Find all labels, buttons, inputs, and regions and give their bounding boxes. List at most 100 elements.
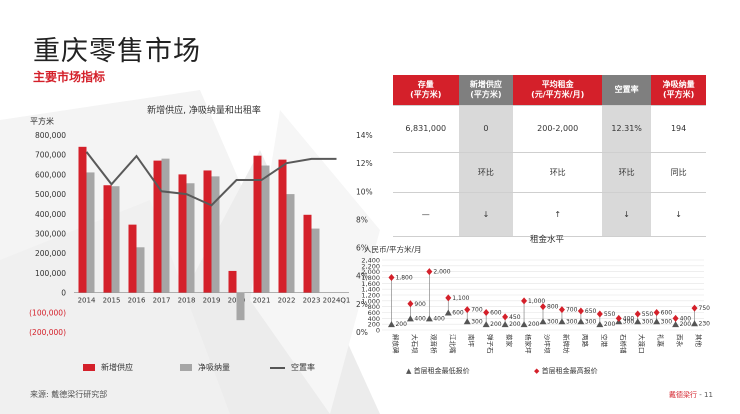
chart1-x-tick: 2016 [128, 297, 146, 305]
chart1-y2-tick: 10% [356, 187, 373, 196]
rent-high-label: 550 [604, 311, 616, 318]
new-supply-bar [303, 214, 312, 293]
chart1-y-tick: 300,000 [35, 230, 66, 239]
kpi-header-avg-rent: 平均租金 (元/平方米/月) [513, 75, 603, 105]
rent-high-label: 2,000 [433, 269, 450, 276]
rent-low-label: 300 [661, 318, 673, 325]
rent-low-marker [539, 318, 547, 325]
chart1-y2-tick: 2% [356, 300, 368, 309]
chart1-x-tick: 2017 [153, 297, 171, 305]
rent-high-marker [558, 306, 565, 314]
chart2-y-tick: 2,400 [361, 257, 380, 265]
rent-high-marker [653, 309, 660, 316]
chart1-y-tick: 400,000 [35, 210, 66, 219]
chart1-y2-tick: 8% [356, 215, 368, 224]
chart2-y-tick: 1,000 [361, 297, 380, 305]
chart1-x-tick: 2019 [203, 297, 221, 305]
rent-low-label: 300 [623, 318, 635, 325]
rent-low-marker [672, 321, 680, 328]
rent-low-marker [596, 321, 604, 328]
new-supply-bar [228, 270, 237, 293]
chart2-y-tick: 200 [368, 321, 380, 329]
legend-rent-low-label: 首层租金最低报价 [413, 367, 470, 375]
kpi-label-avg-rent: 环比 [549, 167, 566, 177]
kpi-label-new-supply: 环比 [458, 152, 514, 192]
chart1-y-tick: 700,000 [35, 151, 66, 160]
rent-low-marker [501, 321, 509, 328]
chart2-y-tick: 2,000 [361, 268, 380, 276]
rent-high-label: 400 [680, 315, 692, 322]
chart2-x-tick: 两路 [581, 334, 590, 348]
rent-high-label: 750 [699, 305, 711, 312]
rent-low-label: 600 [452, 310, 464, 317]
kpi-value-vacancy: 12.31% [602, 105, 652, 152]
rent-high-marker [596, 310, 603, 318]
net-absorption-bar [261, 165, 270, 293]
rent-high-label: 400 [623, 315, 635, 322]
kpi-trend-avg-rent: ↑ [554, 209, 562, 219]
rent-low-label: 200 [528, 321, 540, 328]
chart2-y-tick: 400 [368, 315, 380, 323]
legend-new-supply-label: 新增供应 [101, 363, 133, 372]
rent-high-marker [521, 297, 528, 305]
chart2-x-tick: 空港 [600, 334, 609, 348]
rent-low-marker [634, 318, 642, 325]
rent-low-label: 200 [509, 321, 521, 328]
net-absorption-bar [161, 158, 170, 293]
rent-low-marker [520, 321, 528, 328]
rent-high-label: 450 [509, 314, 521, 321]
market-kpi-table: 存量 (平方米) 新增供应 (平方米) 平均租金 (元/平方米/月) 空置率 净吸纳量… [393, 75, 706, 237]
kpi-header-net-absorption: 净吸纳量 (平方米) [651, 75, 706, 105]
chart2-x-tick: 石桥铺 [619, 334, 628, 354]
legend-rent-low: ▲ 首层租金最低报价 [406, 366, 470, 376]
chart2-x-tick: 沙坪坝 [543, 334, 552, 354]
chart1-y-axis-label: 平方米 [30, 116, 54, 126]
rent-high-label: 800 [547, 304, 559, 311]
legend-vacancy-line [270, 366, 285, 369]
chart2-x-tick: 杨家坪 [524, 334, 533, 354]
chart2-y-tick: 800 [368, 303, 380, 311]
chart2-x-tick: 观音桥 [429, 334, 438, 354]
kpi-value-stock: 6,831,000 [405, 124, 447, 133]
rent-low-label: 200 [490, 321, 502, 328]
source-note: 来源: 戴德梁行研究部 [30, 390, 108, 399]
chart2-x-tick: 其他 [695, 334, 704, 348]
rent-low-label: 200 [680, 321, 692, 328]
rent-high-label: 650 [585, 308, 597, 315]
rent-high-marker [388, 274, 395, 281]
rent-low-marker [444, 309, 452, 316]
chart2-x-tick: 江北嘴 [448, 334, 457, 354]
chart2-y-tick: 2,200 [361, 262, 380, 270]
rent-low-marker [425, 315, 433, 322]
net-absorption-bar [111, 186, 120, 293]
rent-low-label: 300 [566, 318, 578, 325]
chart2-x-tick: 礼嘉 [657, 334, 666, 348]
page-title: 重庆零售市场 [33, 36, 201, 67]
rent-level-chart: 租金水平人民币/平方米/月02004006008001,0001,2001,40… [361, 234, 711, 354]
chart2-x-tick: 弹子石 [486, 334, 495, 354]
rent-low-label: 200 [395, 321, 407, 328]
rent-high-marker [483, 309, 490, 316]
chart2-x-tick: 大渡口 [638, 334, 647, 354]
legend-rent-high: ◆ 首层租金最高报价 [534, 366, 598, 376]
legend-net-absorption-label: 净吸纳量 [198, 363, 230, 372]
chart1-x-tick: 2015 [103, 297, 121, 305]
chart2-y-tick: 1,600 [361, 280, 380, 288]
new-supply-bar [78, 146, 87, 293]
rent-low-label: 400 [414, 315, 426, 322]
rent-low-marker [653, 318, 661, 325]
kpi-value-avg-rent: 200-2,000 [537, 124, 579, 133]
net-absorption-bar [136, 247, 145, 293]
rent-high-marker [540, 303, 546, 311]
net-absorption-bar [236, 292, 245, 321]
rent-high-label: 900 [414, 301, 426, 308]
new-supply-bar [253, 155, 262, 293]
legend-new-supply-swatch [83, 364, 95, 371]
kpi-header-new-supply: 新增供应 (平方米) [458, 75, 514, 105]
rent-high-label: 1,000 [528, 298, 545, 305]
chart1-y-tick: 600,000 [35, 170, 66, 179]
kpi-value-new-supply: 0 [458, 105, 514, 152]
legend-rent-high-label: 首层租金最高报价 [541, 367, 598, 375]
chart2-y-tick: 600 [368, 309, 380, 317]
